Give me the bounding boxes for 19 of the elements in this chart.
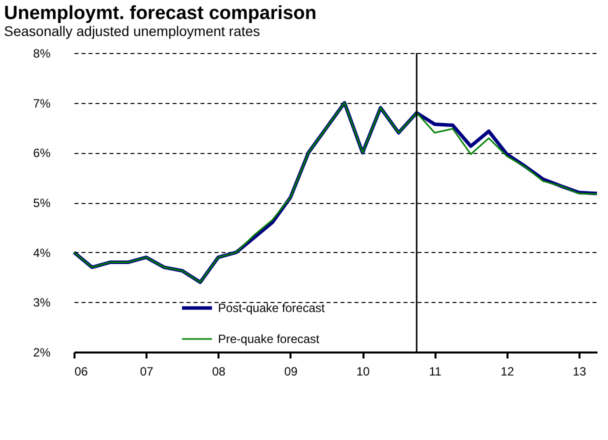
y-tick-label: 6% [33,146,51,160]
y-tick-label: 2% [33,346,51,360]
y-tick-label: 5% [33,196,51,210]
x-tick-label: 13 [572,364,586,378]
x-tick-label: 11 [428,364,442,378]
x-tick-label: 10 [356,364,370,378]
x-tick-label: 06 [74,364,88,378]
x-tick-label: 09 [284,364,298,378]
y-tick-label: 7% [33,96,51,110]
x-tick-label: 12 [500,364,514,378]
y-tick-label: 4% [33,246,51,260]
legend-label: Pre-quake forecast [218,332,320,346]
chart-subtitle: Seasonally adjusted unemployment rates [4,23,260,39]
x-tick-label: 07 [140,364,154,378]
y-tick-label: 8% [33,46,51,60]
legend-label: Post-quake forecast [218,301,326,315]
x-tick-label: 08 [212,364,226,378]
y-tick-label: 3% [33,296,51,310]
chart-title: Unemploymt. forecast comparison [4,3,317,24]
